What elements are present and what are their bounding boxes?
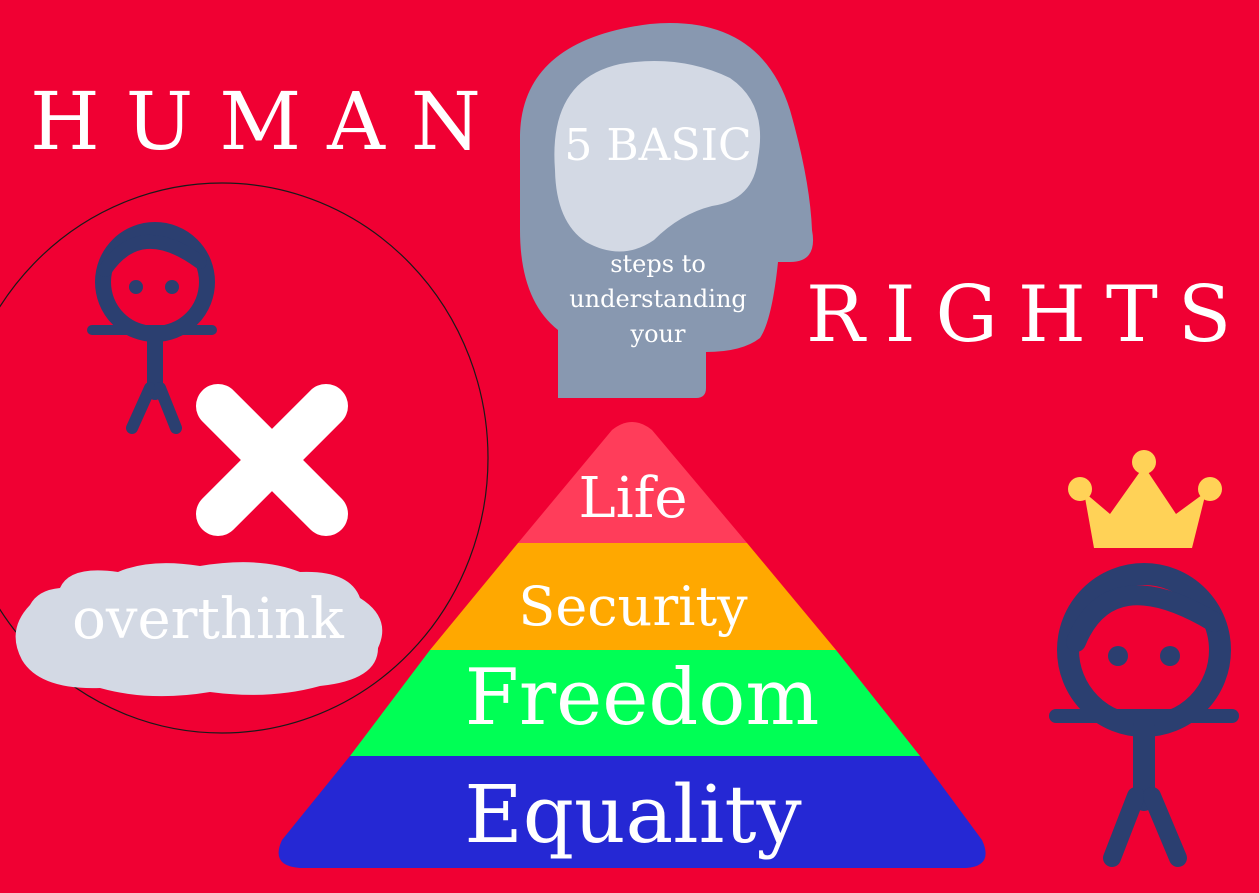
eye-icon: [129, 280, 143, 294]
pyramid-level-equality: [278, 756, 986, 868]
head-line-1: steps to: [610, 250, 706, 278]
cloud-icon: [15, 562, 383, 697]
pyramid-level-security: [430, 543, 836, 650]
eye-icon: [1160, 646, 1180, 666]
head-heading: 5 BASIC: [564, 120, 751, 171]
title-word-human: HUMAN: [30, 75, 507, 168]
brain-shape: [554, 61, 761, 252]
pyramid: [278, 422, 986, 868]
head-line-3: your: [630, 320, 686, 348]
pyramid-level-freedom: [350, 650, 920, 756]
cross-icon: [196, 384, 348, 536]
pyramid-level-life: [518, 422, 747, 543]
crown-icon: [1068, 450, 1222, 548]
eye-icon: [1108, 646, 1128, 666]
pyramid-label-life: Life: [579, 466, 688, 531]
person-icon-right: [1049, 563, 1239, 867]
outline-circle: [0, 182, 489, 734]
title-word-rights: RIGHTS: [806, 270, 1252, 360]
pyramid-label-security: Security: [518, 575, 748, 638]
cloud-text: overthink: [72, 587, 345, 652]
head-line-2: understanding: [569, 285, 747, 313]
eye-icon: [165, 280, 179, 294]
pyramid-label-equality: Equality: [464, 768, 801, 861]
person-icon-left: [87, 222, 217, 434]
pyramid-label-freedom: Freedom: [465, 653, 820, 743]
